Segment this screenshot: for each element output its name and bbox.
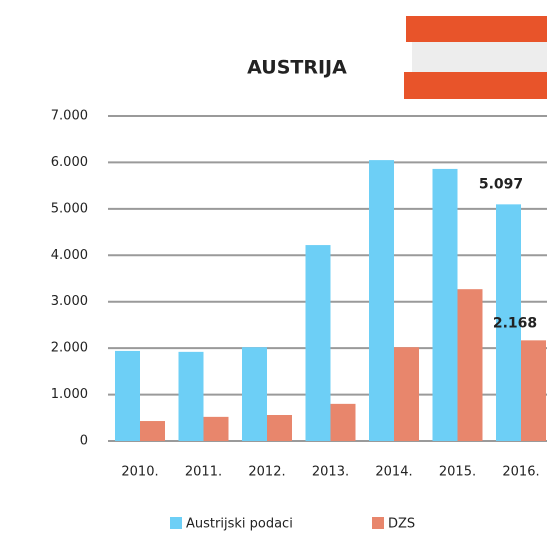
- flag-stripe: [404, 72, 547, 99]
- bar: [178, 351, 204, 441]
- legend-swatch: [170, 517, 182, 529]
- y-tick-label: 4.000: [51, 248, 88, 263]
- data-label: 5.097: [479, 176, 523, 192]
- bar: [496, 204, 521, 441]
- x-tick-label: 2016.: [502, 465, 539, 480]
- x-tick-label: 2010.: [121, 465, 158, 480]
- y-tick-label: 6.000: [51, 155, 88, 170]
- chart-title: AUSTRIJA: [247, 57, 347, 79]
- bar: [457, 289, 483, 441]
- y-tick-label: 5.000: [51, 201, 88, 216]
- y-tick-label: 7.000: [51, 109, 88, 124]
- x-tick-label: 2015.: [439, 465, 476, 480]
- bar: [521, 340, 546, 441]
- legend-label: DZS: [388, 517, 415, 532]
- y-tick-label: 2.000: [51, 341, 88, 356]
- bar: [330, 403, 356, 441]
- bar: [432, 168, 458, 441]
- flag-stripe: [412, 42, 547, 72]
- bar: [267, 415, 292, 441]
- bar: [394, 347, 419, 441]
- bar: [242, 347, 267, 441]
- y-tick-label: 1.000: [51, 387, 88, 402]
- legend-swatch: [372, 517, 384, 529]
- bar: [140, 421, 165, 441]
- x-tick-label: 2012.: [248, 465, 285, 480]
- y-tick-label: 0: [80, 434, 88, 449]
- legend-label: Austrijski podaci: [186, 517, 293, 532]
- flag-stripe: [406, 16, 547, 42]
- x-tick-label: 2014.: [375, 465, 412, 480]
- data-label: 2.168: [493, 315, 537, 331]
- y-tick-label: 3.000: [51, 294, 88, 309]
- bar: [203, 416, 229, 441]
- x-tick-label: 2013.: [312, 465, 349, 480]
- bar: [305, 245, 331, 441]
- x-tick-label: 2011.: [185, 465, 222, 480]
- bar: [115, 350, 140, 441]
- flag: [404, 16, 547, 99]
- bar: [369, 160, 394, 441]
